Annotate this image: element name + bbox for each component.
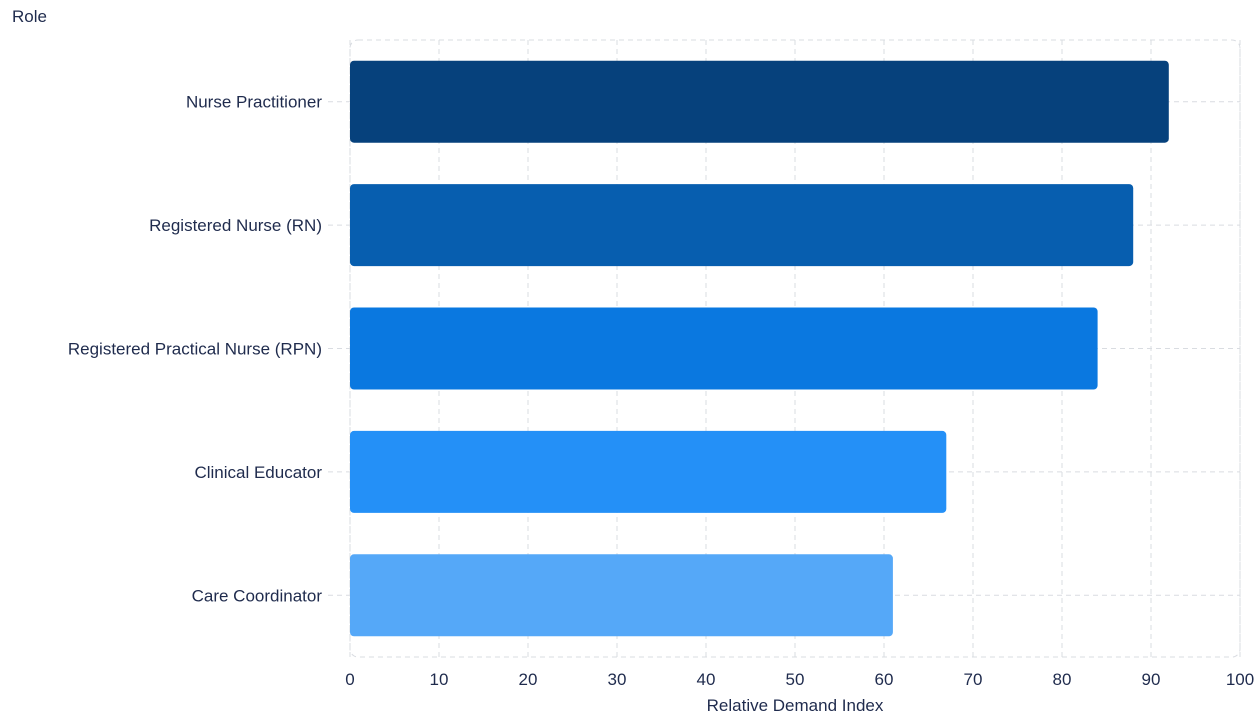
category-labels: Nurse Practitioner Registered Nurse (RN) R… [68, 93, 322, 606]
category-label: Care Coordinator [192, 586, 323, 605]
x-tick-label: 100 [1226, 670, 1254, 689]
bar[interactable] [350, 60, 1169, 143]
x-tick-label: 70 [964, 670, 983, 689]
x-tick-label: 30 [608, 670, 627, 689]
category-label: Registered Practical Nurse (RPN) [68, 340, 322, 359]
bar[interactable] [350, 430, 947, 513]
x-tick-label: 40 [697, 670, 716, 689]
x-tick-labels: 0 10 20 30 40 50 60 70 80 90 100 [345, 670, 1254, 689]
bars [350, 60, 1169, 637]
category-label: Clinical Educator [194, 463, 322, 482]
x-tick-label: 0 [345, 670, 354, 689]
x-tick-label: 60 [875, 670, 894, 689]
bar[interactable] [350, 184, 1134, 267]
x-tick-label: 50 [786, 670, 805, 689]
x-tick-label: 80 [1053, 670, 1072, 689]
category-label: Nurse Practitioner [186, 93, 322, 112]
bar[interactable] [350, 307, 1098, 390]
x-tick-label: 20 [519, 670, 538, 689]
x-tick-label: 10 [430, 670, 449, 689]
category-label: Registered Nurse (RN) [149, 216, 322, 235]
x-axis-title: Relative Demand Index [707, 696, 884, 715]
x-tick-label: 90 [1142, 670, 1161, 689]
y-axis-title: Role [12, 7, 47, 26]
bar[interactable] [350, 554, 893, 637]
